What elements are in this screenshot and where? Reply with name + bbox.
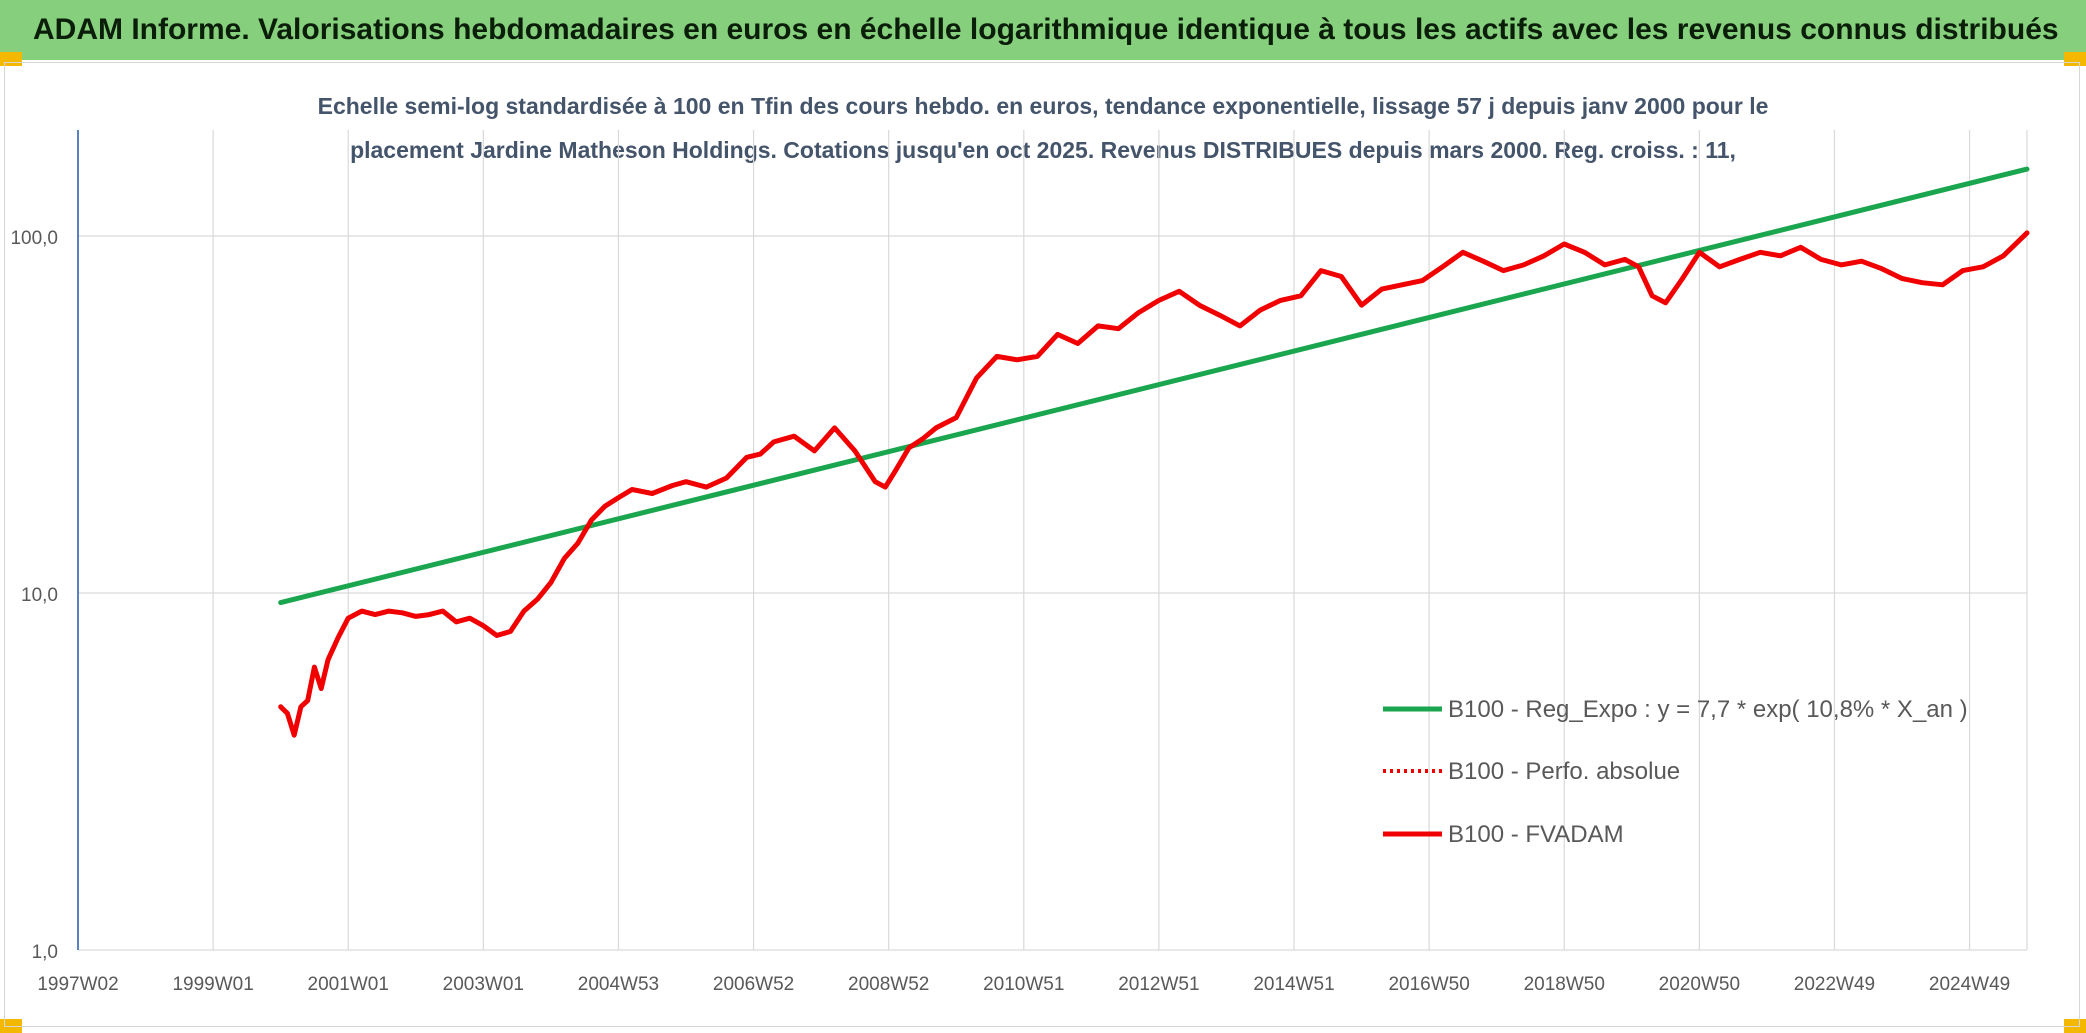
x-tick-label: 2022W49 [1794, 974, 1875, 995]
chart-title-line-1: Echelle semi-log standardisée à 100 en T… [318, 93, 1769, 119]
x-tick-label: 2018W50 [1524, 974, 1605, 995]
x-tick-label: 2020W50 [1659, 974, 1740, 995]
legend-label-1: B100 - Perfo. absolue [1448, 758, 1680, 785]
x-tick-label: 1999W01 [172, 974, 253, 995]
series-line-0 [278, 166, 2030, 606]
y-tick-label: 10,0 [21, 585, 58, 606]
y-tick-label: 1,0 [32, 942, 58, 963]
report-banner: ADAM Informe. Valorisations hebdomadaire… [0, 0, 2086, 60]
x-tick-label: 2008W52 [848, 974, 929, 995]
x-tick-label: 2012W51 [1118, 974, 1199, 995]
x-tick-label: 2024W49 [1929, 974, 2010, 995]
x-tick-label: 2001W01 [308, 974, 389, 995]
x-tick-label: 2016W50 [1388, 974, 1469, 995]
x-tick-label: 2006W52 [713, 974, 794, 995]
chart-title-line-2: placement Jardine Matheson Holdings. Cot… [350, 137, 1736, 163]
x-tick-label: 2014W51 [1253, 974, 1334, 995]
x-tick-label: 2010W51 [983, 974, 1064, 995]
x-tick-label: 2004W53 [578, 974, 659, 995]
chart-frame [4, 62, 2080, 1027]
x-tick-label: 1997W02 [37, 974, 118, 995]
legend-label-0: B100 - Reg_Expo : y = 7,7 * exp( 10,8% *… [1448, 696, 1968, 723]
y-tick-label: 100,0 [10, 228, 58, 249]
series-line-2 [278, 230, 2030, 738]
x-tick-label: 2003W01 [443, 974, 524, 995]
legend-label-2: B100 - FVADAM [1448, 821, 1624, 848]
